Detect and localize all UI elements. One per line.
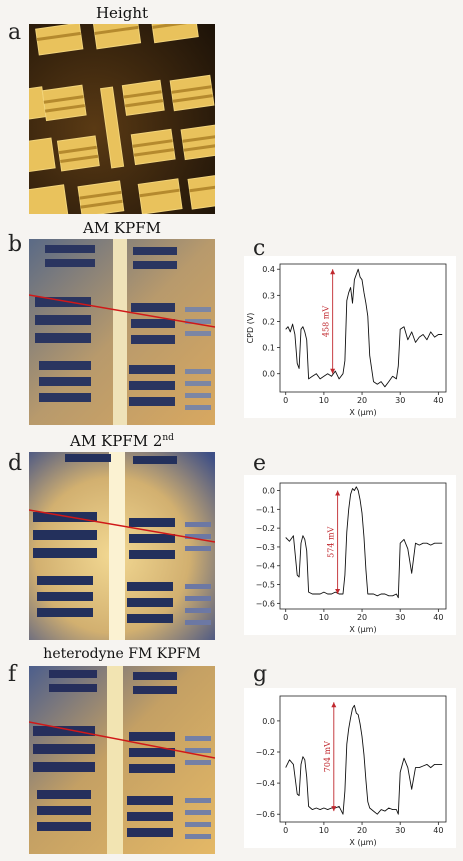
y-tick-label: −0.4 bbox=[256, 562, 275, 571]
panel-letter-c: c bbox=[253, 236, 266, 261]
panel-letter-f: f bbox=[8, 662, 17, 687]
y-tick-label: −0.6 bbox=[256, 599, 275, 608]
x-axis-label: X (µm) bbox=[349, 838, 376, 847]
y-tick-label: −0.3 bbox=[256, 543, 275, 552]
x-tick-label: 10 bbox=[319, 826, 329, 835]
panel-letter-e: e bbox=[253, 451, 267, 476]
x-tick-label: 20 bbox=[357, 826, 367, 835]
y-tick-label: 0.2 bbox=[262, 317, 275, 326]
y-tick-label: 0.1 bbox=[262, 344, 275, 353]
y-tick-label: −0.2 bbox=[256, 524, 275, 533]
y-tick-label: 0.3 bbox=[262, 291, 275, 300]
y-tick-label: 0.0 bbox=[262, 370, 275, 379]
annotation-arrowhead-top bbox=[331, 702, 337, 708]
scan-line bbox=[29, 509, 215, 543]
panel-letter-a: a bbox=[8, 20, 22, 45]
heterodyne-fm-kpfm-image bbox=[29, 666, 215, 854]
height-map-image bbox=[29, 24, 215, 214]
x-axis-label: X (µm) bbox=[349, 625, 376, 634]
panel-title-am-kpfm: AM KPFM bbox=[82, 219, 162, 237]
y-tick-label: −0.6 bbox=[256, 810, 275, 819]
panel-title-height: Height bbox=[95, 4, 149, 22]
x-tick-label: 10 bbox=[319, 396, 329, 405]
cpd-series-line bbox=[285, 268, 443, 388]
annotation-arrowhead-top bbox=[335, 490, 341, 496]
x-tick-label: 40 bbox=[433, 826, 443, 835]
annotation-label: 574 mV bbox=[327, 526, 336, 557]
x-tick-label: 40 bbox=[433, 613, 443, 622]
x-tick-label: 0 bbox=[283, 396, 288, 405]
x-tick-label: 20 bbox=[357, 613, 367, 622]
y-axis-label: CPD (V) bbox=[246, 313, 255, 344]
y-tick-label: −0.2 bbox=[256, 748, 275, 757]
panel-letter-b: b bbox=[8, 232, 23, 257]
am-kpfm-2nd-image bbox=[29, 452, 215, 640]
x-tick-label: 40 bbox=[433, 396, 443, 405]
y-tick-label: −0.4 bbox=[256, 779, 275, 788]
panel-letter-d: d bbox=[8, 451, 23, 476]
panel-title-heterodyne-fm-kpfm: heterodyne FM KPFM bbox=[43, 646, 201, 662]
scan-line bbox=[29, 721, 215, 759]
annotation-arrowhead-top bbox=[330, 269, 336, 275]
panel-title-am-kpfm-2nd: AM KPFM 2nd bbox=[29, 432, 215, 450]
cpd-series-line bbox=[285, 486, 443, 599]
panel-title-text: AM KPFM 2 bbox=[70, 432, 163, 450]
scan-line bbox=[29, 294, 215, 328]
annotation-label: 458 mV bbox=[322, 306, 331, 337]
annotation-arrowhead-bottom bbox=[331, 806, 337, 812]
x-tick-label: 20 bbox=[357, 396, 367, 405]
y-tick-label: −0.5 bbox=[256, 581, 275, 590]
y-tick-label: −0.1 bbox=[256, 505, 275, 514]
plot-frame bbox=[279, 263, 447, 393]
cpd-series-line bbox=[285, 704, 443, 815]
plot-frame bbox=[279, 482, 447, 610]
x-axis-label: X (µm) bbox=[349, 408, 376, 417]
panel-title-superscript: nd bbox=[162, 433, 174, 443]
am-kpfm-image bbox=[29, 239, 215, 425]
x-tick-label: 0 bbox=[283, 613, 288, 622]
cpd-line-plot-e: 0 10 20 30 40 0.0 −0.1 −0.2 −0.3 −0.4 −0.5 −0.6 X (µ… bbox=[244, 475, 456, 635]
annotation-arrowhead-bottom bbox=[335, 588, 341, 594]
y-tick-label: 0.0 bbox=[262, 717, 275, 726]
x-tick-label: 30 bbox=[395, 613, 405, 622]
panel-letter-g: g bbox=[253, 662, 268, 687]
cpd-line-plot-g: 0 10 20 30 40 0.0 −0.2 −0.4 −0.6 X (µm) 704 mV bbox=[244, 688, 456, 848]
x-tick-label: 30 bbox=[395, 396, 405, 405]
y-tick-label: 0.0 bbox=[262, 487, 275, 496]
y-tick-label: 0.4 bbox=[262, 265, 275, 274]
annotation-arrowhead-bottom bbox=[330, 368, 336, 374]
x-tick-label: 30 bbox=[395, 826, 405, 835]
annotation-label: 704 mV bbox=[323, 741, 332, 772]
x-tick-label: 10 bbox=[319, 613, 329, 622]
x-tick-label: 0 bbox=[283, 826, 288, 835]
plot-frame bbox=[279, 695, 447, 823]
cpd-line-plot-c: 0 10 20 30 40 0.0 0.1 0.2 0.3 0.4 X (µm) CPD (V) 458… bbox=[244, 256, 456, 418]
